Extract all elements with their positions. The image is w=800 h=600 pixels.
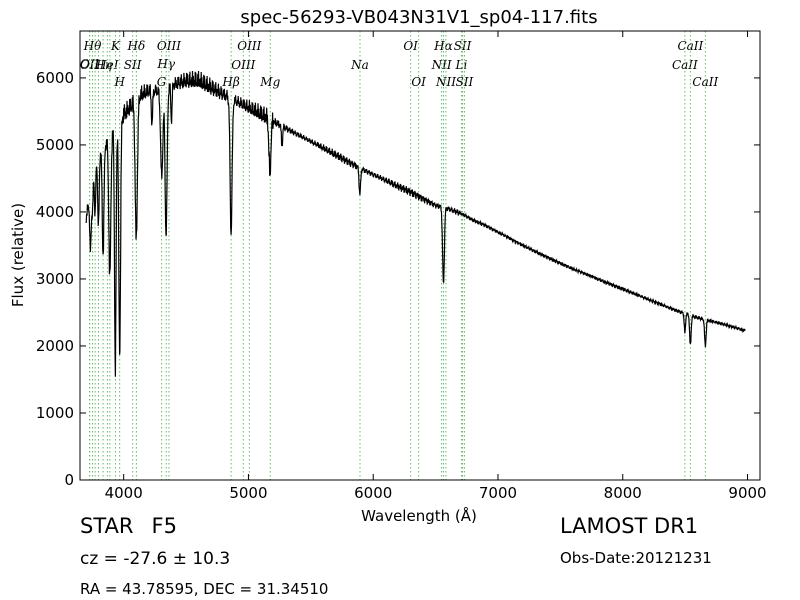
object-class: STAR xyxy=(80,514,134,538)
x-tick-label: 6000 xyxy=(354,484,392,502)
line-marker-label: NII xyxy=(431,58,452,72)
line-marker-label: SII xyxy=(124,58,142,72)
y-tick-label: 5000 xyxy=(36,136,74,154)
line-marker-label: OIII xyxy=(231,58,255,72)
x-tick-label: 8000 xyxy=(604,484,642,502)
observation-date: Obs-Date:20121231 xyxy=(560,549,712,567)
line-marker-label: K xyxy=(110,39,121,53)
plot-frame xyxy=(79,30,761,481)
y-tick-label: 6000 xyxy=(36,69,74,87)
chart-title: spec-56293-VB043N31V1_sp04-117.fits xyxy=(240,7,597,28)
y-tick-label: 1000 xyxy=(36,404,74,422)
line-marker-label: OI xyxy=(411,75,426,89)
line-marker-label: CaII xyxy=(677,39,703,53)
line-marker-label: OI xyxy=(403,39,418,53)
line-marker-label: Hδ xyxy=(127,39,146,53)
ra-dec: RA = 43.78595, DEC = 31.34510 xyxy=(80,580,329,598)
survey-name: LAMOST DR1 xyxy=(560,514,699,538)
spectrum-line xyxy=(85,70,746,377)
line-marker-label: SII xyxy=(456,75,474,89)
y-tick-label: 2000 xyxy=(36,337,74,355)
line-marker-label: SII xyxy=(454,39,472,53)
line-markers: OIIOIIHθHηHeIKHSIIHδGHγOIIIHβOIIIOIIIMgN… xyxy=(80,31,719,480)
classification: STAR F5 xyxy=(80,514,195,538)
x-tick-label: 5000 xyxy=(229,484,267,502)
redshift-cz: cz = -27.6 ± 10.3 xyxy=(80,549,231,569)
line-marker-label: OIII xyxy=(157,39,181,53)
x-axis-label: Wavelength (Å) xyxy=(361,506,477,525)
line-marker-label: H xyxy=(113,75,125,89)
line-marker-label: Na xyxy=(350,58,369,72)
line-marker-label: CaII xyxy=(672,58,698,72)
line-marker-label: Mg xyxy=(259,75,280,89)
x-tick-label: 7000 xyxy=(479,484,517,502)
line-marker-label: Hβ xyxy=(221,75,239,89)
line-marker-label: Li xyxy=(455,58,468,72)
subclass: F5 xyxy=(151,514,177,538)
y-tick-label: 0 xyxy=(64,471,74,489)
x-tick-label: 4000 xyxy=(105,484,143,502)
y-tick-label: 3000 xyxy=(36,270,74,288)
line-marker-label: Hθ xyxy=(83,39,102,53)
y-axis-label: Flux (relative) xyxy=(9,203,27,307)
y-tick-label: 4000 xyxy=(36,203,74,221)
line-marker-label: Hα xyxy=(433,39,453,53)
line-marker-label: OIII xyxy=(237,39,261,53)
line-marker-label: NII xyxy=(435,75,456,89)
line-marker-label: CaII xyxy=(692,75,718,89)
line-marker-label: Hγ xyxy=(156,57,175,71)
line-marker-label: HeI xyxy=(95,58,119,72)
line-marker-label: Hη xyxy=(93,58,112,72)
line-marker-label: G xyxy=(157,75,167,89)
axis-ticks: 4000 5000 6000 7000 8000 9000 0 1000 2000 3000 400… xyxy=(36,31,767,502)
x-tick-label: 9000 xyxy=(728,484,766,502)
